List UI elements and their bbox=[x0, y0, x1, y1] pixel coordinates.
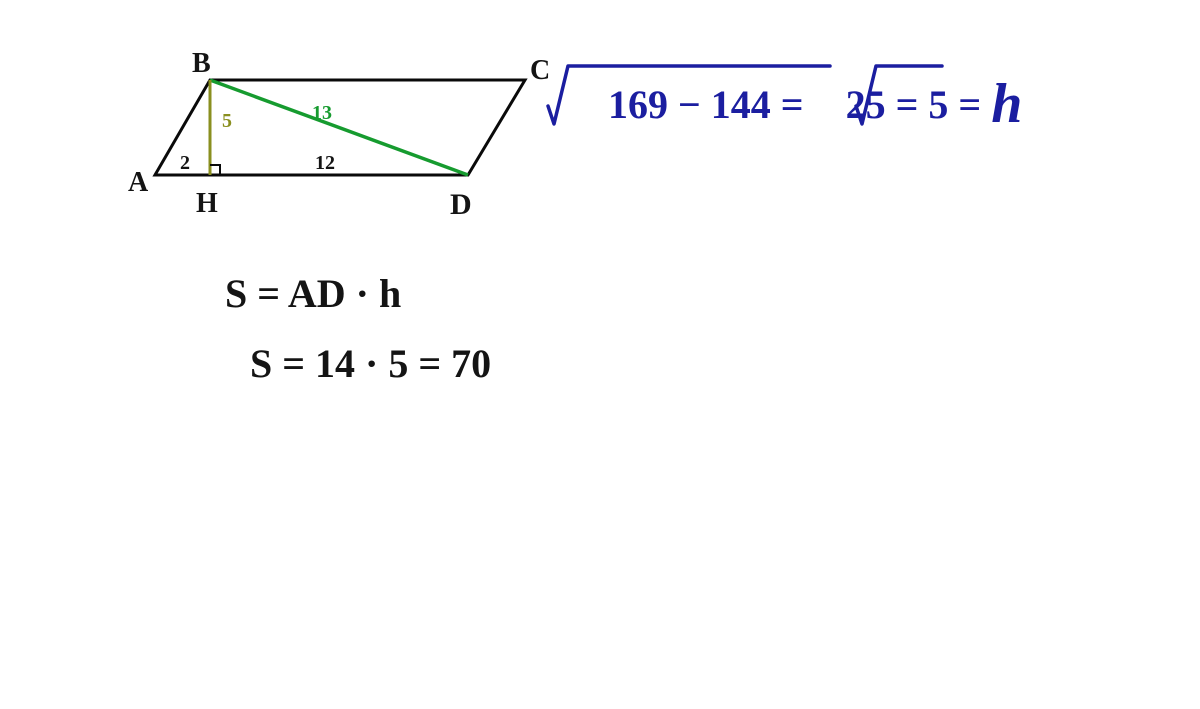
equation-sqrt: 169 − 144 = 25 = 5 = h bbox=[570, 68, 1022, 132]
vertex-label-d: D bbox=[450, 188, 472, 222]
eq1-25: 25 bbox=[846, 82, 886, 127]
dim-label-13: 13 bbox=[312, 102, 332, 125]
equation-area-formula: S = AD · h bbox=[225, 270, 401, 317]
math-sketch: { "diagram": { "points": { "A": {"x": 15… bbox=[0, 0, 1200, 709]
vertex-label-h: H bbox=[196, 188, 218, 220]
dim-label-5: 5 bbox=[222, 110, 232, 133]
vertex-label-c: C bbox=[530, 55, 550, 87]
vertex-label-a: A bbox=[128, 167, 148, 199]
vertex-label-b: B bbox=[192, 48, 211, 80]
diagonal-bd bbox=[210, 80, 468, 175]
dim-label-2: 2 bbox=[180, 152, 190, 175]
eq1-equals-5-equals: = 5 = bbox=[896, 82, 992, 127]
equation-area-value: S = 14 · 5 = 70 bbox=[250, 340, 491, 387]
eq1-equals-1: = bbox=[781, 82, 814, 127]
dim-label-12: 12 bbox=[315, 152, 335, 175]
eq1-h: h bbox=[991, 73, 1022, 135]
eq1-169-144: 169 − 144 bbox=[608, 82, 771, 127]
